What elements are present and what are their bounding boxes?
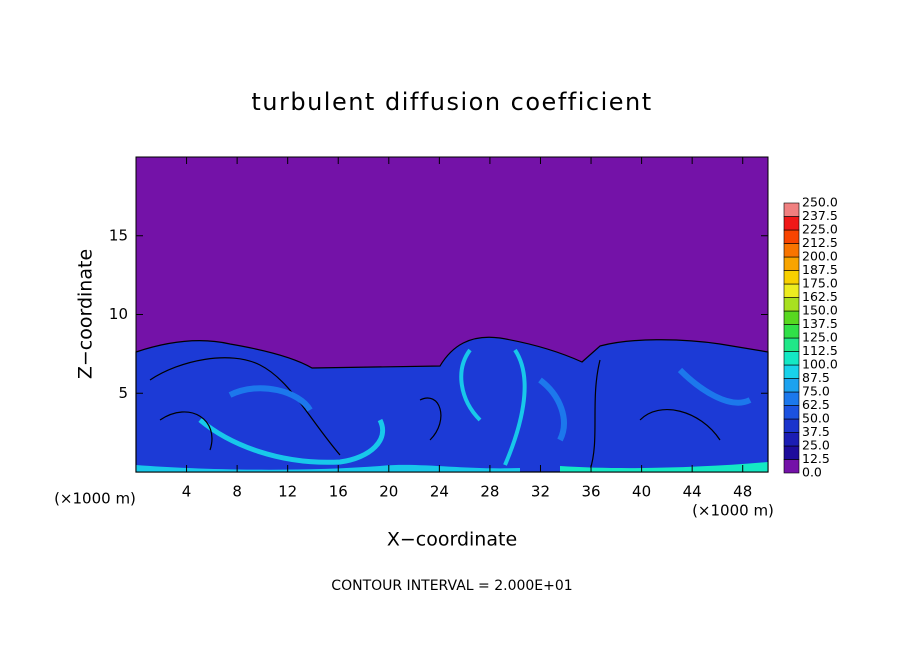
colorbar-label: 50.0 (802, 411, 830, 426)
x-axis-title: X−coordinate (387, 529, 517, 551)
colorbar-label: 75.0 (802, 384, 830, 399)
footnote: CONTOUR INTERVAL = 2.000E+01 (331, 578, 572, 594)
colorbar-band (783, 243, 800, 258)
y-tick-label: 15 (109, 226, 128, 244)
x-tick-label: 20 (379, 483, 398, 501)
colorbar-band (783, 378, 800, 393)
x-tick-label: 4 (182, 483, 192, 501)
y-tick-label: 10 (109, 305, 128, 323)
colorbar-label: 200.0 (802, 249, 838, 264)
colorbar-band (783, 432, 800, 447)
colorbar-label: 162.5 (802, 289, 838, 304)
colorbar-label: 12.5 (802, 451, 830, 466)
colorbar-band (783, 459, 800, 474)
field-streak (228, 367, 752, 442)
colorbar-band (783, 202, 800, 217)
colorbar-band (783, 405, 800, 420)
x-tick-label: 32 (531, 483, 550, 501)
colorbar-label: 150.0 (802, 303, 838, 318)
colorbar-band (783, 283, 800, 298)
colorbar-label: 125.0 (802, 330, 838, 345)
colorbar-band (783, 256, 800, 271)
x-tick-label: 16 (329, 483, 348, 501)
colorbar-label: 100.0 (802, 357, 838, 372)
colorbar-label: 175.0 (802, 276, 838, 291)
colorbar-label: 237.5 (802, 208, 838, 223)
colorbar-label: 212.5 (802, 235, 838, 250)
colorbar-band (783, 418, 800, 433)
colorbar-label: 25.0 (802, 438, 830, 453)
x-tick-label: 36 (581, 483, 600, 501)
colorbar-band (783, 310, 800, 325)
turbulent-region (135, 336, 769, 473)
colorbar-band (783, 364, 800, 379)
colorbar-band (783, 216, 800, 231)
colorbar-label: 87.5 (802, 370, 830, 385)
colorbar-band (783, 324, 800, 339)
colorbar-label: 137.5 (802, 316, 838, 331)
colorbar-label: 112.5 (802, 343, 838, 358)
colorbar-band (783, 391, 800, 406)
field-streak (560, 462, 768, 472)
colorbar-label: 37.5 (802, 424, 830, 439)
colorbar-label: 250.0 (802, 195, 838, 210)
y-axis-title: Z−coordinate (75, 249, 97, 379)
colorbar-label: 62.5 (802, 397, 830, 412)
field-streak (136, 464, 520, 472)
x-tick-label: 28 (480, 483, 499, 501)
colorbar-band (783, 445, 800, 460)
x-tick-label: 24 (430, 483, 449, 501)
y-tick-label: 5 (118, 384, 128, 402)
x-tick-label: 12 (278, 483, 297, 501)
colorbar-band (783, 297, 800, 312)
colorbar-band (783, 337, 800, 352)
x-unit-label: (×1000 m) (54, 490, 136, 508)
colorbar-band (783, 229, 800, 244)
x-tick-label: 40 (632, 483, 651, 501)
colorbar-band (783, 351, 800, 366)
field-streak (459, 348, 527, 466)
x-tick-label: 8 (232, 483, 242, 501)
colorbar-label: 187.5 (802, 262, 838, 277)
field-streak (198, 418, 385, 465)
colorbar-band (783, 270, 800, 285)
x-unit-label: (×1000 m) (692, 502, 774, 520)
chart-title: turbulent diffusion coefficient (251, 88, 652, 116)
plot-field (135, 156, 769, 473)
contour-line (149, 357, 721, 471)
x-tick-label: 48 (733, 483, 752, 501)
colorbar-label: 0.0 (802, 465, 822, 480)
x-tick-label: 44 (683, 483, 702, 501)
colorbar-label: 225.0 (802, 222, 838, 237)
